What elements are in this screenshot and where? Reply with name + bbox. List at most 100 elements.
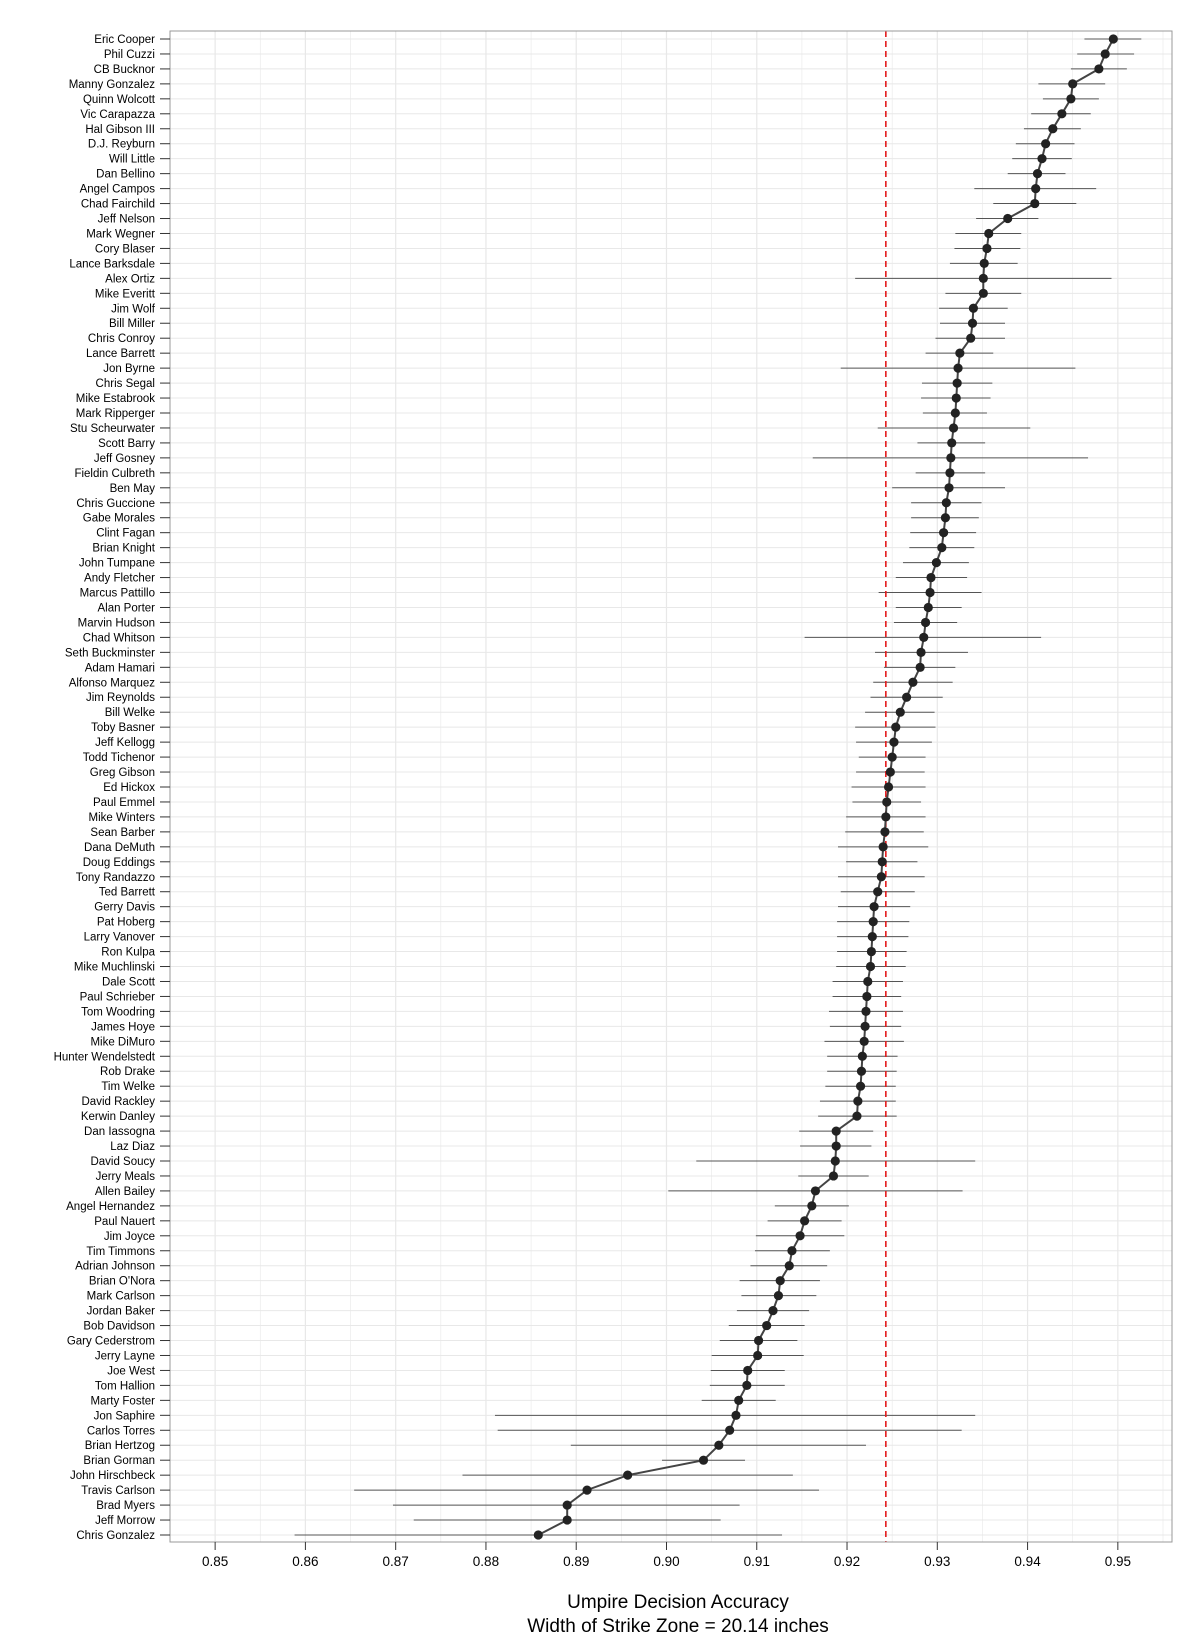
y-tick-label: Gary Cederstrom bbox=[67, 1336, 155, 1348]
y-tick-label: Ted Barrett bbox=[99, 887, 156, 899]
x-tick-label: 0.88 bbox=[473, 1554, 499, 1569]
y-tick-label: D.J. Reyburn bbox=[88, 139, 155, 151]
data-point bbox=[982, 243, 992, 254]
y-tick-label: Jeff Nelson bbox=[98, 214, 155, 226]
data-point bbox=[855, 1081, 866, 1091]
x-tick-label: 0.86 bbox=[292, 1554, 318, 1569]
data-point bbox=[1031, 184, 1041, 194]
y-tick-label: Jerry Layne bbox=[95, 1350, 155, 1362]
data-point bbox=[944, 483, 954, 493]
data-point bbox=[946, 453, 956, 463]
data-point bbox=[1048, 124, 1058, 134]
y-tick-label: Carlos Torres bbox=[87, 1425, 155, 1437]
y-tick-label: Allen Bailey bbox=[95, 1186, 155, 1198]
y-tick-label: Chris Segal bbox=[96, 378, 155, 390]
data-point bbox=[876, 872, 886, 882]
x-tick-label: 0.85 bbox=[202, 1554, 228, 1569]
y-tick-label: Dan Iassogna bbox=[84, 1126, 156, 1138]
data-point bbox=[887, 752, 897, 762]
y-tick-label: Mike DiMuro bbox=[90, 1036, 155, 1048]
data-point bbox=[753, 1350, 763, 1361]
data-point bbox=[623, 1470, 633, 1480]
y-tick-label: Joe West bbox=[107, 1365, 156, 1377]
y-tick-label: CB Bucknor bbox=[94, 64, 156, 76]
data-point bbox=[862, 991, 872, 1002]
data-point bbox=[714, 1440, 724, 1450]
data-point bbox=[1066, 94, 1076, 104]
data-point bbox=[869, 902, 879, 912]
data-points bbox=[533, 34, 1118, 1540]
y-tick-label: John Hirschbeck bbox=[70, 1470, 155, 1482]
y-tick-label: Andy Fletcher bbox=[84, 573, 155, 585]
y-tick-label: Bill Miller bbox=[109, 318, 155, 330]
y-tick-label: Alfonso Marquez bbox=[69, 677, 156, 689]
y-tick-label: Jim Reynolds bbox=[86, 692, 155, 704]
data-point bbox=[978, 288, 988, 298]
y-tick-label: Todd Tichenor bbox=[83, 752, 155, 764]
y-tick-label: Dana DeMuth bbox=[84, 842, 155, 854]
y-tick-label: Mike Everitt bbox=[95, 288, 156, 300]
data-point bbox=[920, 617, 931, 628]
y-tick-label: Fieldin Culbreth bbox=[74, 468, 155, 480]
data-point bbox=[698, 1455, 709, 1465]
y-tick-label: Stu Scheurwater bbox=[70, 423, 155, 435]
data-point bbox=[866, 946, 877, 957]
y-tick-label: Chris Gonzalez bbox=[76, 1530, 155, 1542]
data-point bbox=[937, 543, 947, 553]
data-point bbox=[882, 797, 892, 807]
y-tick-label: Jim Wolf bbox=[111, 303, 156, 315]
y-tick-label: Hal Gibson III bbox=[85, 124, 155, 136]
y-tick-label: Adrian Johnson bbox=[75, 1261, 155, 1273]
data-point bbox=[852, 1111, 862, 1121]
y-gridlines bbox=[170, 38, 1172, 1536]
data-point bbox=[948, 423, 959, 433]
data-point bbox=[800, 1216, 810, 1226]
x-tick-label: 0.95 bbox=[1105, 1554, 1131, 1569]
data-point bbox=[1057, 109, 1067, 119]
data-point bbox=[1068, 79, 1078, 89]
data-point bbox=[966, 333, 976, 343]
y-tick-label: Larry Vanover bbox=[84, 932, 156, 944]
y-tick-label: James Hoye bbox=[91, 1021, 155, 1033]
x-tick-label: 0.89 bbox=[563, 1554, 589, 1569]
data-point bbox=[978, 273, 988, 283]
y-tick-label: Gabe Morales bbox=[83, 513, 155, 525]
y-tick-label: Paul Emmel bbox=[93, 797, 155, 809]
y-axis-ticks bbox=[160, 38, 170, 1536]
data-point bbox=[773, 1291, 784, 1301]
data-point bbox=[787, 1246, 797, 1256]
data-point bbox=[952, 378, 962, 388]
data-point bbox=[947, 438, 957, 448]
x-tick-label: 0.94 bbox=[1014, 1554, 1041, 1569]
y-tick-label: John Tumpane bbox=[79, 558, 155, 570]
data-point bbox=[533, 1530, 543, 1540]
y-tick-label: Brian Knight bbox=[92, 543, 155, 555]
data-point bbox=[940, 513, 951, 523]
y-tick-label: Tony Randazzo bbox=[76, 872, 155, 884]
y-axis-labels: Eric Cooper Phil Cuzzi CB Bucknor Manny Gon… bbox=[54, 34, 156, 1542]
y-tick-label: Chris Conroy bbox=[88, 333, 155, 345]
y-tick-label: David Soucy bbox=[90, 1156, 155, 1168]
data-point bbox=[895, 707, 905, 717]
data-point bbox=[915, 662, 925, 672]
data-point bbox=[984, 228, 994, 239]
y-tick-label: Jeff Morrow bbox=[95, 1515, 156, 1527]
y-tick-label: Tom Hallion bbox=[95, 1380, 155, 1392]
y-tick-label: Marty Foster bbox=[90, 1395, 155, 1407]
y-tick-label: Tom Woodring bbox=[81, 1006, 155, 1018]
y-tick-label: Brian O'Nora bbox=[89, 1276, 156, 1288]
data-point bbox=[861, 1006, 871, 1017]
data-point bbox=[881, 812, 891, 822]
data-point bbox=[831, 1126, 841, 1136]
data-point bbox=[795, 1231, 805, 1241]
y-tick-label: Bill Welke bbox=[105, 707, 155, 719]
x-tick-label: 0.92 bbox=[834, 1554, 860, 1569]
data-point bbox=[762, 1320, 772, 1331]
y-tick-label: Jordan Baker bbox=[87, 1306, 156, 1318]
x-tick-label: 0.90 bbox=[653, 1554, 679, 1569]
y-tick-label: Mike Winters bbox=[89, 812, 156, 824]
y-tick-label: Jim Joyce bbox=[104, 1231, 155, 1243]
y-tick-label: Paul Nauert bbox=[94, 1216, 156, 1228]
y-tick-label: Dale Scott bbox=[102, 976, 156, 988]
